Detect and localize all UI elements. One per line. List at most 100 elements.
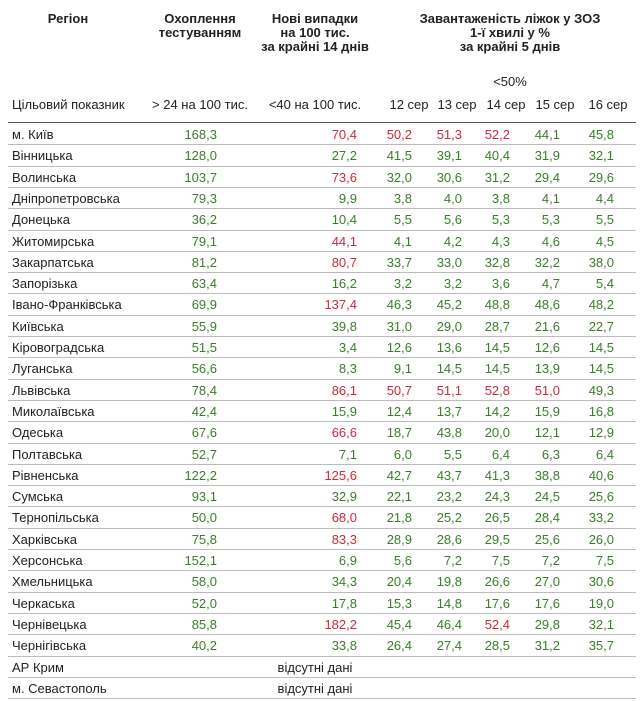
bed-occupancy-value: 25,6 (534, 531, 560, 547)
region-name: Дніпропетровська (12, 190, 120, 206)
bed-occupancy-value: 31,2 (484, 169, 510, 185)
row-divider (8, 506, 636, 508)
bed-occupancy-value: 43,7 (436, 467, 462, 483)
date-header-16: 16 сер (588, 97, 628, 112)
table-row: Херсонська 152,1 6,9 5,6 7,2 7,5 7,2 7,5 (0, 550, 640, 571)
region-name: Чернівецька (12, 616, 87, 632)
new-cases-value: 125,6 (324, 467, 357, 483)
bed-occupancy-value: 21,6 (534, 318, 560, 334)
table-row: Житомирська 79,1 44,1 4,1 4,2 4,3 4,6 4,5 (0, 231, 640, 252)
bed-occupancy-value: 5,3 (491, 212, 510, 228)
region-name: Харківська (12, 531, 77, 547)
bed-occupancy-value: 51,1 (436, 382, 462, 398)
new-cases-value: 86,1 (331, 382, 357, 398)
bed-occupancy-value: 45,2 (436, 297, 462, 313)
bed-occupancy-value: 19,8 (436, 574, 462, 590)
bed-occupancy-value: 28,7 (484, 318, 510, 334)
new-cases-value: 34,3 (331, 574, 357, 590)
header-beds: Завантаженість ліжок у ЗОЗ 1-ї хвилі у %… (400, 12, 620, 54)
bed-occupancy-value: 14,8 (436, 595, 462, 611)
row-divider (8, 655, 636, 657)
new-cases-value: 15,9 (331, 403, 357, 419)
bed-occupancy-value: 18,7 (386, 425, 412, 441)
new-cases-value: 73,6 (331, 169, 357, 185)
header-beds-line2: 1-ї хвилі у % (470, 25, 550, 40)
no-data-text: відсутні дані (277, 659, 353, 675)
bed-occupancy-value: 32,2 (534, 254, 560, 270)
bed-occupancy-value: 50,7 (386, 382, 412, 398)
table-row: Сумська 93,1 32,9 22,1 23,2 24,3 24,5 25,6 (0, 486, 640, 507)
region-name: Івано-Франківська (12, 297, 122, 313)
bed-occupancy-value: 14,5 (588, 340, 614, 355)
testing-value: 69,9 (191, 297, 217, 313)
region-name: Луганська (12, 361, 73, 377)
new-cases-value: 10,4 (331, 212, 357, 228)
bed-occupancy-value: 12,4 (386, 403, 412, 419)
bed-occupancy-value: 19,0 (588, 595, 614, 611)
new-cases-value: 44,1 (331, 233, 357, 249)
table-row: Одеська 67,6 66,6 18,7 43,8 20,0 12,1 12,9 (0, 422, 640, 443)
bed-occupancy-value: 6,4 (491, 446, 510, 462)
bed-occupancy-value: 33,7 (386, 254, 412, 270)
region-name: Хмельницька (12, 574, 93, 590)
table-row: Миколаївська 42,4 15,9 12,4 13,7 14,2 15,9 16,8 (0, 401, 640, 422)
header-testing-line2: тестуванням (158, 25, 242, 40)
header-region: Регіон (47, 11, 89, 26)
new-cases-value: 32,9 (331, 489, 357, 505)
region-name: Чернігівська (12, 638, 87, 654)
bed-occupancy-value: 17,6 (484, 595, 510, 611)
bed-occupancy-value: 5,3 (541, 212, 560, 228)
bed-occupancy-value: 40,6 (588, 467, 614, 483)
row-divider (8, 421, 636, 423)
bed-occupancy-value: 4,7 (541, 276, 560, 292)
bed-occupancy-value: 14,2 (484, 403, 510, 419)
bed-occupancy-value: 42,7 (386, 467, 412, 483)
bed-occupancy-value: 21,8 (386, 510, 412, 526)
bed-occupancy-value: 24,5 (534, 489, 560, 505)
table-row: Київська 55,9 39,8 31,0 29,0 28,7 21,6 22,7 (0, 316, 640, 337)
row-divider (8, 634, 636, 636)
bed-occupancy-value: 6,0 (393, 446, 412, 462)
bed-occupancy-value: 31,0 (386, 318, 412, 334)
bed-occupancy-value: 3,2 (443, 276, 462, 292)
bed-occupancy-value: 5,5 (595, 212, 614, 228)
table-row: Закарпатська 81,2 80,7 33,7 33,0 32,8 32,2 38,0 (0, 252, 640, 273)
bed-occupancy-value: 52,8 (484, 382, 510, 398)
row-divider (8, 570, 636, 572)
region-name: Черкаська (12, 595, 75, 611)
region-name: Житомирська (12, 233, 95, 249)
testing-value: 93,1 (191, 489, 217, 505)
testing-value: 79,1 (191, 233, 217, 249)
region-name: Вінницька (12, 148, 73, 164)
bed-occupancy-value: 16,8 (588, 403, 614, 419)
bed-occupancy-value: 40,4 (484, 148, 510, 164)
header-testing-line1: Охоплення (164, 11, 236, 26)
table-row: Луганська 56,6 8,3 9,1 14,5 14,5 13,9 14,5 (0, 358, 640, 379)
testing-value: 67,6 (191, 425, 217, 441)
bed-occupancy-value: 5,5 (393, 212, 412, 228)
table-row: Тернопільська 50,0 68,0 21,8 25,2 26,5 28,4 33,… (0, 507, 640, 528)
bed-occupancy-value: 41,3 (484, 467, 510, 483)
region-name: Закарпатська (12, 254, 94, 270)
table-row: Донецька 36,2 10,4 5,5 5,6 5,3 5,3 5,5 (0, 209, 640, 230)
bed-occupancy-value: 49,3 (588, 382, 614, 398)
bed-occupancy-value: 32,0 (386, 169, 412, 185)
bed-occupancy-value: 41,5 (386, 148, 412, 164)
bed-occupancy-value: 22,1 (386, 489, 412, 505)
new-cases-value: 80,7 (331, 254, 357, 270)
bed-occupancy-value: 15,3 (386, 595, 412, 611)
bed-occupancy-value: 46,3 (386, 297, 412, 313)
new-cases-value: 83,3 (331, 531, 357, 547)
row-divider (8, 314, 636, 316)
bed-occupancy-value: 4,2 (443, 233, 462, 249)
row-divider (8, 250, 636, 252)
table-row: Запорізька 63,4 16,2 3,2 3,2 3,6 4,7 5,4 (0, 273, 640, 294)
bed-occupancy-value: 5,4 (595, 276, 614, 292)
table-row: м. Севастополь відсутні дані (0, 678, 640, 699)
row-divider (8, 208, 636, 210)
testing-value: 58,0 (191, 574, 217, 590)
bed-occupancy-value: 5,5 (443, 446, 462, 462)
row-divider (8, 591, 636, 593)
bed-occupancy-value: 26,4 (386, 638, 412, 654)
new-cases-value: 9,9 (338, 190, 357, 206)
